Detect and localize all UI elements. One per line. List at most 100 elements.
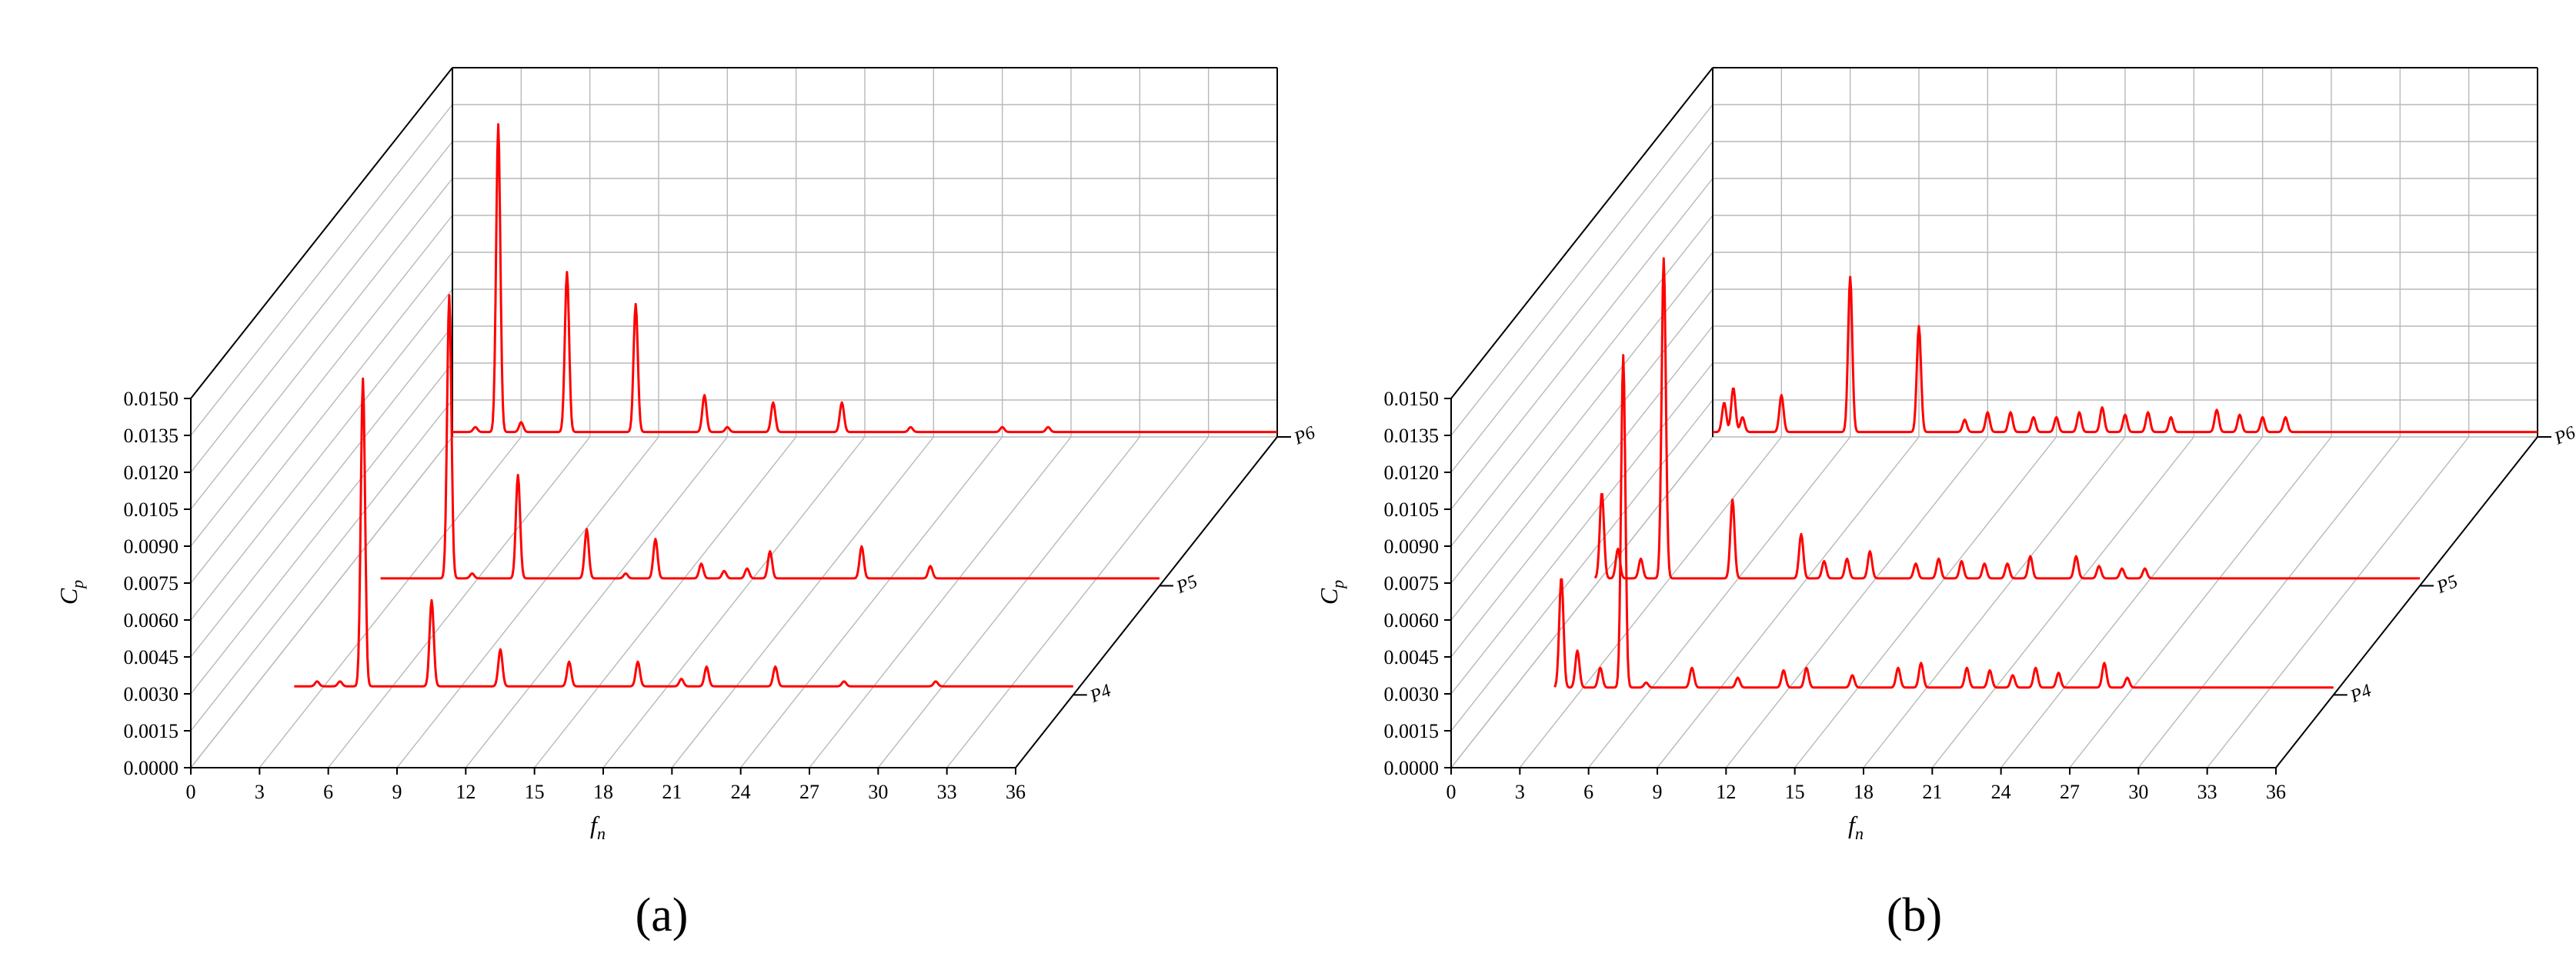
y-tick-label: 0.0030 (124, 683, 179, 705)
wall-grid-line (190, 362, 453, 695)
panel-label-a: (a) (636, 889, 689, 942)
x-axis-title-sub-b: n (1855, 824, 1864, 843)
x-tick-label: 6 (323, 781, 333, 803)
x-tick-label: 27 (799, 781, 819, 803)
wall-grid-line (1450, 215, 1713, 547)
floor-grid-line (1931, 436, 2194, 768)
wall-grid-line (190, 104, 453, 436)
y-tick-label: 0.0045 (124, 646, 179, 668)
x-tick-label: 18 (1854, 781, 1874, 803)
panel-label-b: (b) (1887, 889, 1942, 942)
y-tick-label: 0.0150 (1384, 388, 1440, 410)
series-line-p4 (294, 377, 1074, 688)
x-tick-label: 9 (1653, 781, 1663, 803)
x-tick-label: 6 (1583, 781, 1593, 803)
floor-grid-line (2000, 436, 2264, 768)
wall-grid-line (1450, 178, 1713, 510)
x-tick-label: 0 (186, 781, 196, 803)
wall-grid-line (190, 141, 453, 473)
floor-grid-line (946, 436, 1210, 768)
wall-grid-line (1450, 141, 1713, 473)
x-tick-label: 3 (1515, 781, 1525, 803)
x-tick-label: 9 (392, 781, 402, 803)
x-tick-label: 30 (2128, 781, 2148, 803)
series-label-p6: P6 (1291, 422, 1318, 448)
x-tick-label: 24 (731, 781, 751, 803)
floor-grid-line (1863, 436, 2126, 768)
x-axis-title-b: fn (1848, 811, 1864, 843)
y-tick-label: 0.0000 (1384, 757, 1440, 779)
y-tick-label: 0.0015 (1384, 720, 1440, 742)
x-tick-label: 27 (2060, 781, 2080, 803)
series-line-p4 (1553, 354, 2334, 689)
floor-grid-line (740, 436, 1003, 768)
y-tick-label: 0.0030 (1384, 683, 1440, 705)
floor-grid-line (2207, 436, 2470, 768)
series-label-p4: P4 (1086, 681, 1113, 707)
series-label-p4: P4 (2347, 681, 2374, 707)
y-tick-label: 0.0075 (124, 572, 179, 595)
x-tick-label: 24 (1991, 781, 2011, 803)
floor-grid-line (809, 436, 1072, 768)
floor-grid-line (1794, 436, 2057, 768)
wall-grid-line (1450, 252, 1713, 584)
wall-grid-line (1450, 288, 1713, 621)
series-line-p5 (380, 294, 1160, 580)
series-line-p6 (452, 123, 1278, 434)
floor-grid-line (877, 436, 1140, 768)
y-axis-title-main-b: C (1315, 588, 1343, 605)
wall-grid-line (190, 436, 453, 768)
axes-panel-a (190, 67, 1278, 768)
x-axis-title-sub-a: n (597, 824, 606, 843)
wall-grid-line (190, 215, 453, 547)
y-tick-label: 0.0150 (124, 388, 179, 410)
x-tick-label: 21 (1922, 781, 1942, 803)
wall-grid-line (1450, 104, 1713, 436)
wall-grid-line (190, 399, 453, 732)
x-tick-label: 15 (1785, 781, 1805, 803)
y-tick-label: 0.0105 (124, 498, 179, 521)
x-axis-title-a: fn (590, 811, 606, 843)
floor-grid-line (465, 436, 728, 768)
series-label-p6: P6 (2551, 422, 2576, 448)
floor-grid-line (602, 436, 866, 768)
grid-panel-a (190, 67, 1278, 768)
floor-grid-line (259, 436, 522, 768)
floor-grid-line (396, 436, 659, 768)
floor-grid-line (1588, 436, 1851, 768)
x-tick-label: 36 (2266, 781, 2286, 803)
x-tick-label: 33 (937, 781, 957, 803)
y-tick-label: 0.0135 (124, 425, 179, 447)
wall-grid-line (1450, 436, 1713, 768)
x-tick-label: 3 (255, 781, 265, 803)
series-line-p6 (1712, 275, 2538, 434)
wall-grid-line (1450, 362, 1713, 695)
wall-grid-line (1450, 399, 1713, 732)
floor-grid-line (1657, 436, 1920, 768)
y-axis-title-b: Cp (1315, 580, 1347, 605)
wall-grid-line (190, 325, 453, 658)
floor-grid-line (534, 436, 797, 768)
x-tick-label: 0 (1446, 781, 1457, 803)
ticks-panel-b: 0 3 6 9 12 15 18 21 24 27 30 33 360.00000.00150.0030… (1384, 388, 2287, 803)
y-tick-label: 0.0120 (1384, 462, 1440, 484)
x-tick-label: 33 (2197, 781, 2217, 803)
y-tick-label: 0.0090 (124, 535, 179, 558)
y-tick-label: 0.0000 (124, 757, 179, 779)
ticks-panel-a: 0 3 6 9 12 15 18 21 24 27 30 33 360.00000.00150.0030… (124, 388, 1026, 803)
wall-grid-line (190, 178, 453, 510)
axes-panel-b (1450, 67, 2538, 768)
y-axis-title-sub-a: p (68, 580, 87, 590)
floor-grid-line (1519, 436, 1782, 768)
series-panel-a: P4 P5 P6 (294, 123, 1318, 707)
x-tick-label: 12 (1716, 781, 1736, 803)
floor-grid-line (2137, 436, 2401, 768)
y-tick-label: 0.0060 (1384, 609, 1440, 632)
floor-grid-line (328, 436, 591, 768)
floor-grid-line (2069, 436, 2332, 768)
x-tick-label: 36 (1006, 781, 1026, 803)
y-tick-label: 0.0060 (124, 609, 179, 632)
